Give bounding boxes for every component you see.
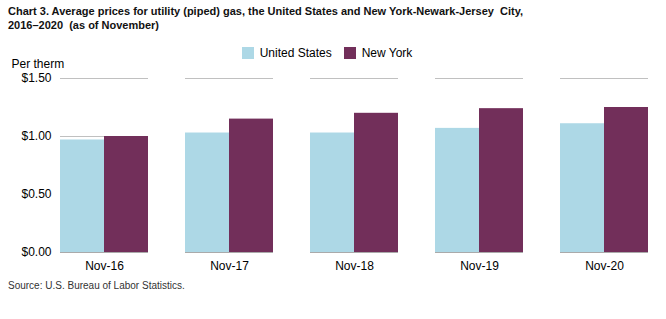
svg-text:$1.50: $1.50 [21, 71, 51, 85]
svg-text:Nov-18: Nov-18 [335, 259, 374, 273]
svg-text:$1.00: $1.00 [21, 129, 51, 143]
html-text:Chart 3. Average prices for ut: Chart 3. Average prices for utility (pip… [8, 5, 524, 17]
svg-text:Per therm: Per therm [12, 57, 65, 71]
svg-text:$0.50: $0.50 [21, 187, 51, 201]
html-text:2016–2020 (as of November): 2016–2020 (as of November) [8, 19, 159, 31]
svg-text:Nov-16: Nov-16 [85, 259, 124, 273]
html-text:United States: United States [259, 45, 332, 60]
html-text:Source: U.S. Bureau of Labor S: Source: U.S. Bureau of Labor Statistics. [8, 280, 185, 291]
svg-text:Nov-19: Nov-19 [460, 259, 499, 273]
html-text:New York: New York [361, 45, 413, 60]
svg-text:Nov-20: Nov-20 [585, 259, 624, 273]
svg-text:Nov-17: Nov-17 [210, 259, 249, 273]
svg-text:$0.00: $0.00 [21, 245, 51, 259]
